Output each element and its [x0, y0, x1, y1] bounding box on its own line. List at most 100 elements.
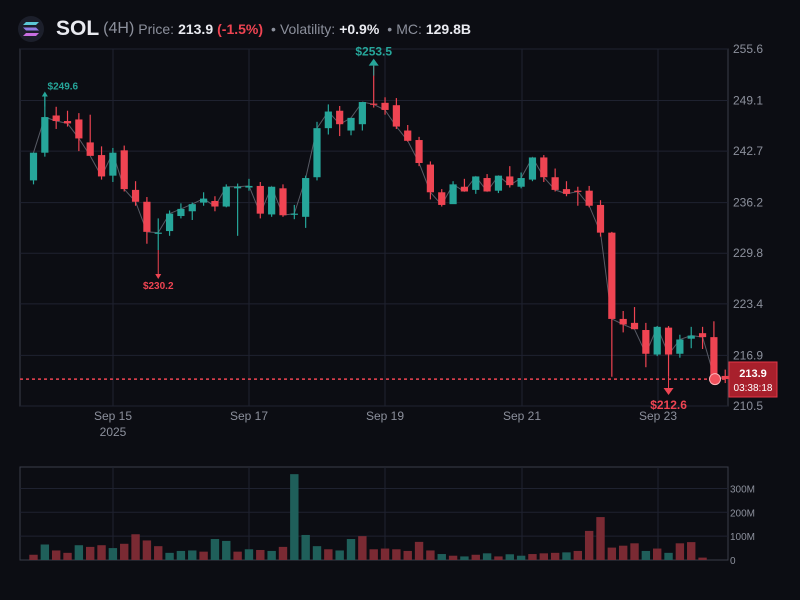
low-marker-arrow [663, 388, 674, 395]
volume-bar [120, 543, 129, 560]
candle-body [630, 322, 639, 330]
volume-bar [256, 549, 265, 560]
solana-logo-icon [18, 16, 44, 42]
volume-bar [312, 546, 322, 560]
candle-body [642, 330, 650, 354]
volume-bar [562, 552, 571, 560]
volume-bar [278, 546, 288, 560]
volume-bar [335, 550, 344, 560]
volume-bar [142, 540, 152, 560]
volume-bar [471, 554, 480, 560]
candle-body [234, 186, 242, 189]
bullet-separator: • [387, 21, 393, 37]
volume-bar [108, 548, 118, 560]
volume-bar [380, 548, 390, 560]
candle-body [494, 175, 503, 191]
x-year-label: 2025 [100, 425, 127, 439]
volume-bar [641, 550, 651, 560]
volume-bar [267, 550, 276, 560]
candle-body [165, 213, 174, 232]
y-tick-label: 236.2 [733, 196, 763, 210]
candle-body [347, 117, 355, 131]
volume-bar [528, 554, 537, 560]
candle-body [63, 121, 72, 124]
high-marker-arrow [41, 91, 48, 97]
volume-bar [40, 544, 50, 560]
price-value: 213.9 [178, 21, 214, 37]
candle-body [585, 190, 593, 206]
volume-bar [290, 474, 299, 560]
volume-bar [165, 552, 174, 560]
candle-body [256, 185, 264, 214]
candle-body [97, 155, 106, 177]
candle-body [460, 186, 469, 192]
candle-body [268, 186, 276, 215]
candle-body [415, 140, 423, 163]
volume-bar [630, 543, 639, 560]
volume-bar [86, 546, 95, 560]
volume-bar [596, 517, 605, 560]
candle-body [188, 204, 196, 212]
candle-body [52, 115, 60, 122]
y-tick-label: 255.6 [733, 42, 763, 56]
volume-bar [675, 543, 685, 560]
volume-bar [29, 554, 38, 560]
candle-body [109, 152, 117, 176]
volume-bar [210, 539, 220, 560]
volume-bar [233, 551, 242, 560]
candle-body [358, 102, 366, 125]
volume-bar [539, 553, 548, 560]
volume-bar [369, 549, 378, 560]
candle-body [687, 335, 695, 339]
candle-body [41, 117, 49, 153]
price-label: Price: [138, 21, 175, 37]
candle-body [664, 327, 673, 355]
volume-bar [74, 545, 84, 560]
volume-bar [358, 536, 367, 560]
y-tick-label: 210.5 [733, 399, 763, 413]
volume-bar [301, 534, 310, 560]
last-price-dot [709, 373, 721, 386]
volume-bar [618, 545, 628, 560]
low-marker-arrow [155, 274, 162, 280]
candle-body [426, 164, 434, 193]
candle-body [710, 337, 718, 376]
volume-bar [607, 547, 617, 560]
close-price-line [33, 101, 726, 380]
candle-body [438, 192, 446, 205]
volume-bar [516, 555, 526, 560]
candle-body [574, 190, 582, 192]
candle-body [721, 375, 729, 380]
volume-bar [653, 548, 662, 560]
volume-bar [222, 540, 231, 560]
y-tick-label: 216.9 [733, 348, 763, 362]
volume-tick-label: 100M [730, 532, 755, 543]
candle-body [392, 105, 400, 127]
volume-bar [176, 550, 186, 560]
chart-header: SOL (4H) Price: 213.9 (-1.5%) • Volatili… [18, 14, 471, 44]
volume-bar [494, 556, 503, 560]
market-cap-value: 129.8B [425, 21, 472, 37]
symbol-name: SOL [56, 17, 100, 40]
candle-body [131, 189, 140, 202]
volume-bar [324, 549, 333, 560]
candle-body [562, 189, 571, 194]
candle-body [143, 201, 151, 232]
high-price-label: $253.5 [355, 45, 392, 59]
candle-body [506, 176, 514, 186]
high-price-label: $249.6 [48, 81, 79, 92]
candle-body [200, 198, 208, 203]
volume-bar [448, 555, 458, 560]
timeframe-label: (4H) [103, 20, 135, 37]
volume-bar [414, 541, 424, 560]
volume-bar [437, 554, 446, 560]
volume-bar [505, 554, 514, 560]
candle-body [619, 318, 627, 325]
candle-body [290, 213, 298, 215]
volume-tick-label: 0 [730, 556, 736, 567]
volume-tick-label: 300M [730, 484, 755, 495]
volume-bar [97, 545, 106, 560]
candle-body [120, 150, 128, 190]
candle-body [551, 177, 559, 190]
